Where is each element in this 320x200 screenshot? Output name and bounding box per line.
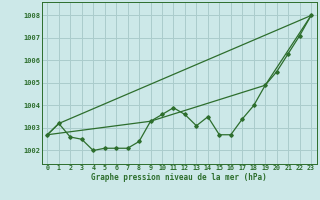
X-axis label: Graphe pression niveau de la mer (hPa): Graphe pression niveau de la mer (hPa) xyxy=(91,173,267,182)
